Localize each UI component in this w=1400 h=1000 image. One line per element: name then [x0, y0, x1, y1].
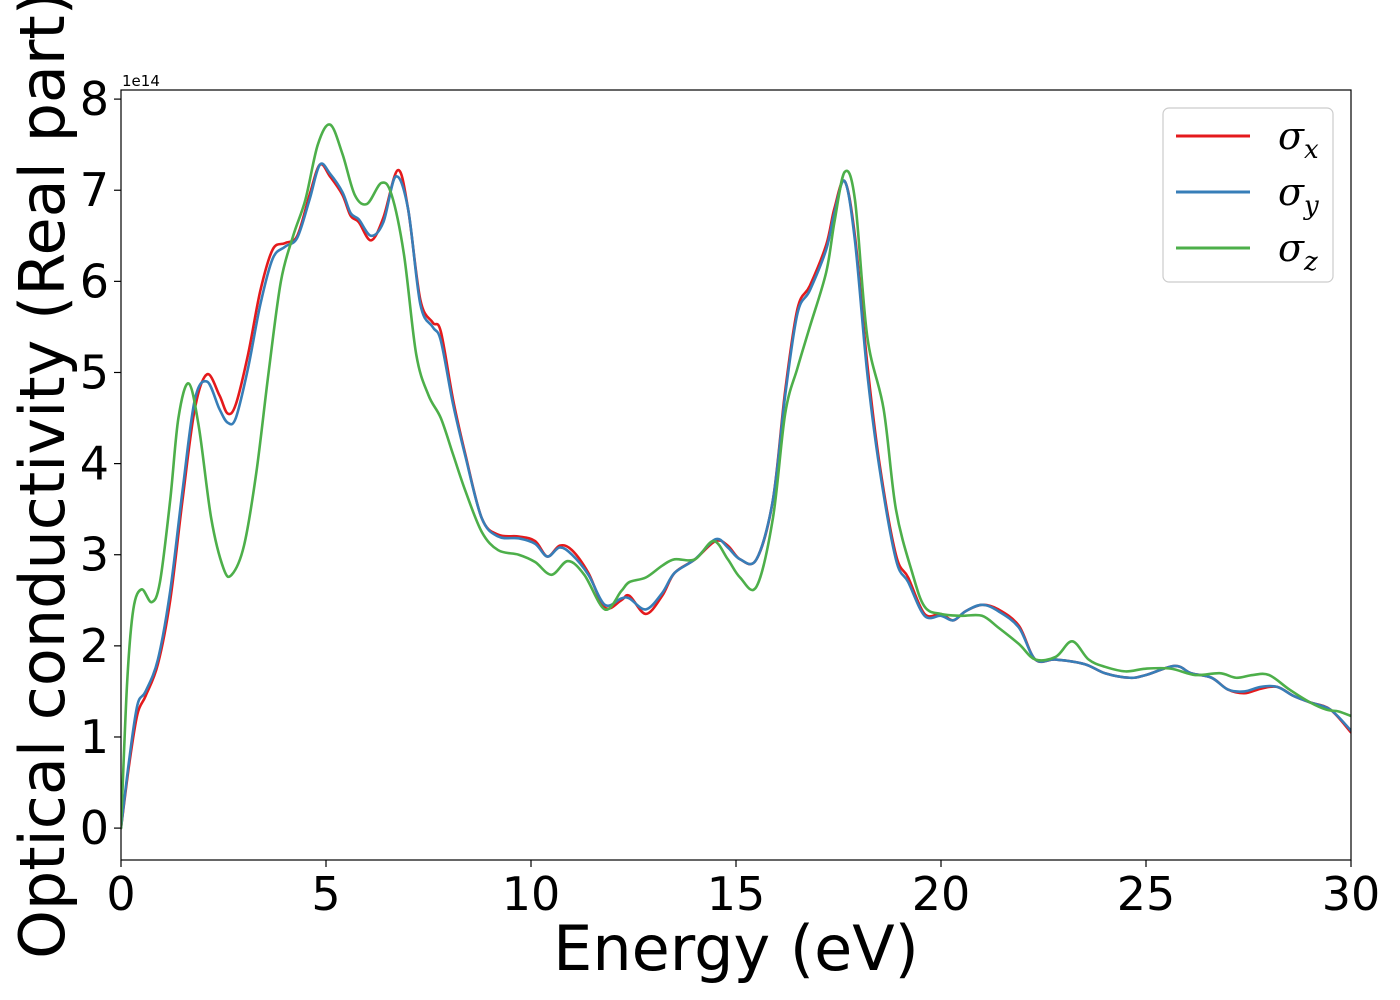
y-tick-label: 7 — [80, 163, 109, 217]
y-tick-label: 0 — [80, 801, 109, 855]
legend-label-sigma-z: σz — [1278, 226, 1318, 277]
x-tick-label: 10 — [502, 867, 561, 921]
y-tick-label: 1 — [80, 710, 109, 764]
y-tick-label: 5 — [80, 345, 109, 399]
y-tick-label: 6 — [80, 254, 109, 308]
x-ticks: 0 5 10 15 20 25 30 — [106, 860, 1380, 921]
x-axis-label: Energy (eV) — [553, 912, 919, 985]
legend-box — [1162, 107, 1334, 283]
legend-label-sigma-x: σx — [1278, 114, 1319, 165]
series-layer — [121, 123, 1351, 830]
x-tick-label: 5 — [311, 867, 340, 921]
y-tick-label: 2 — [80, 619, 109, 673]
plot-background — [121, 90, 1351, 860]
x-tick-label: 20 — [912, 867, 971, 921]
y-tick-label: 3 — [80, 528, 109, 582]
series-line-sigma-z — [121, 123, 1351, 830]
legend-label-sigma-y: σy — [1278, 170, 1319, 221]
x-tick-label: 15 — [707, 867, 766, 921]
y-tick-label: 4 — [80, 437, 109, 491]
series-line-sigma-y — [121, 162, 1351, 830]
y-axis-label: Optical conductivity (Real part) — [6, 0, 79, 959]
y-offset-label: 1e14 — [122, 72, 160, 90]
y-tick-label: 8 — [80, 72, 109, 126]
x-tick-label: 30 — [1322, 867, 1381, 921]
x-tick-label: 25 — [1117, 867, 1176, 921]
y-ticks: 0 1 2 3 4 5 6 7 8 — [80, 72, 121, 855]
x-tick-label: 0 — [106, 867, 135, 921]
